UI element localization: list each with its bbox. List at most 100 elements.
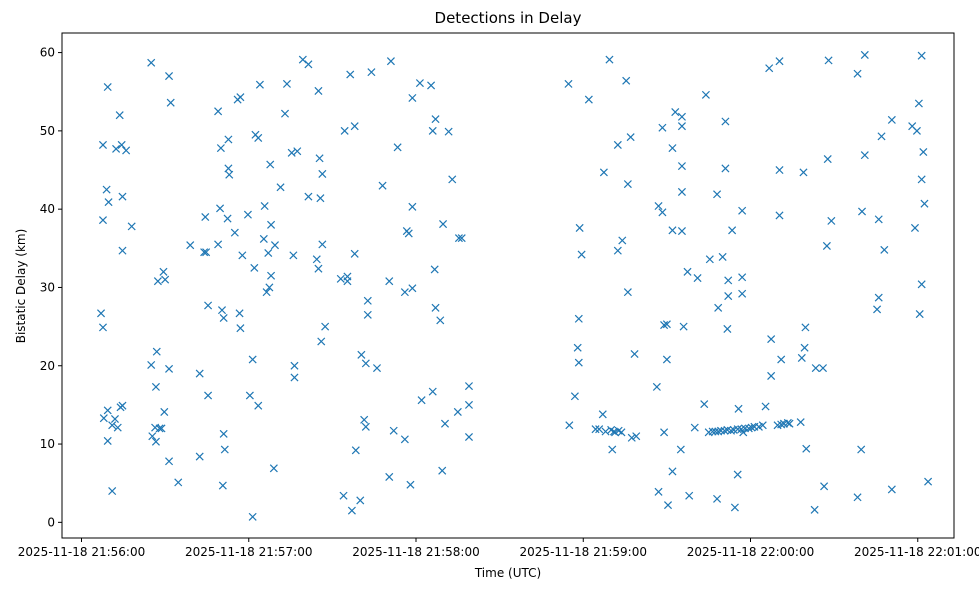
data-point: [818, 364, 828, 373]
data-point: [652, 382, 661, 391]
y-tick-label: 10: [40, 437, 55, 451]
data-point: [223, 214, 232, 223]
data-point: [166, 98, 175, 107]
data-point: [613, 140, 622, 149]
data-point: [721, 117, 730, 126]
data-point: [408, 202, 417, 211]
data-point: [690, 423, 699, 432]
data-point: [404, 229, 413, 238]
data-point: [761, 402, 770, 411]
data-point: [570, 392, 579, 401]
data-point: [151, 437, 160, 446]
data-point: [676, 445, 685, 454]
data-point: [204, 391, 213, 400]
data-point: [623, 180, 632, 189]
data-point: [660, 428, 669, 437]
data-point: [654, 202, 663, 211]
data-point: [797, 353, 806, 362]
data-point: [264, 248, 273, 258]
data-point: [195, 452, 204, 461]
data-point: [853, 493, 862, 502]
data-point: [243, 210, 252, 219]
data-point: [350, 122, 359, 131]
data-point: [269, 464, 278, 473]
data-point: [98, 140, 108, 149]
data-point: [811, 364, 820, 373]
data-point: [618, 236, 627, 245]
data-point: [564, 79, 573, 88]
data-point: [677, 187, 686, 196]
data-point: [721, 164, 730, 173]
data-point: [728, 226, 737, 235]
data-point: [214, 107, 223, 116]
data-point: [775, 57, 784, 66]
data-point: [378, 181, 387, 190]
data-point: [357, 350, 366, 359]
data-point: [318, 240, 327, 249]
data-point: [428, 126, 437, 135]
data-point: [464, 432, 473, 442]
data-point: [204, 301, 213, 310]
data-point: [118, 246, 127, 255]
data-point: [350, 249, 359, 258]
data-point: [97, 309, 106, 318]
data-point: [914, 99, 923, 108]
data-point: [270, 241, 279, 250]
data-point: [280, 109, 290, 118]
data-point: [245, 391, 254, 400]
chart-title: Detections in Delay: [435, 9, 582, 27]
data-point: [214, 240, 223, 249]
data-point: [336, 274, 345, 283]
data-point: [724, 276, 733, 285]
data-point: [623, 288, 632, 297]
data-point: [887, 485, 896, 494]
data-point: [701, 90, 710, 99]
data-point: [430, 265, 439, 274]
data-point: [464, 400, 473, 409]
data-point: [733, 425, 742, 434]
data-point: [912, 126, 921, 135]
data-point: [202, 248, 211, 257]
data-point: [713, 494, 722, 503]
data-point: [361, 359, 370, 368]
data-point: [400, 288, 409, 297]
data-point: [174, 478, 183, 487]
y-tick-label: 40: [40, 202, 55, 216]
data-point: [255, 80, 264, 89]
data-point: [827, 216, 836, 225]
x-tick-label: 2025-11-18 21:56:00: [18, 545, 145, 559]
data-point: [317, 337, 326, 346]
data-point: [598, 410, 607, 419]
data-point: [730, 503, 739, 512]
data-point: [574, 358, 583, 367]
data-point: [627, 433, 636, 442]
data-point: [113, 423, 122, 432]
data-point: [147, 58, 156, 67]
x-axis: 2025-11-18 21:56:00 2025-11-18 21:57:00 20…: [18, 538, 979, 559]
data-point: [339, 491, 348, 500]
data-point: [747, 423, 756, 432]
data-point: [820, 482, 829, 491]
data-point: [236, 324, 245, 333]
data-point: [920, 199, 929, 208]
data-point: [236, 93, 245, 102]
data-point: [186, 241, 195, 250]
data-point: [677, 112, 686, 121]
data-point: [363, 296, 372, 305]
data-point: [389, 426, 398, 435]
data-point: [118, 401, 127, 410]
data-point: [877, 132, 886, 141]
data-point: [153, 277, 162, 286]
data-point: [444, 127, 453, 136]
data-point: [873, 305, 882, 314]
y-tick-label: 20: [40, 359, 55, 373]
data-point: [919, 147, 928, 157]
data-point: [385, 472, 394, 481]
data-point: [159, 267, 168, 276]
data-points: [97, 50, 933, 521]
data-point: [289, 251, 298, 260]
data-point: [632, 432, 641, 441]
data-point: [626, 133, 635, 142]
data-point: [714, 303, 723, 312]
data-point: [915, 310, 924, 319]
